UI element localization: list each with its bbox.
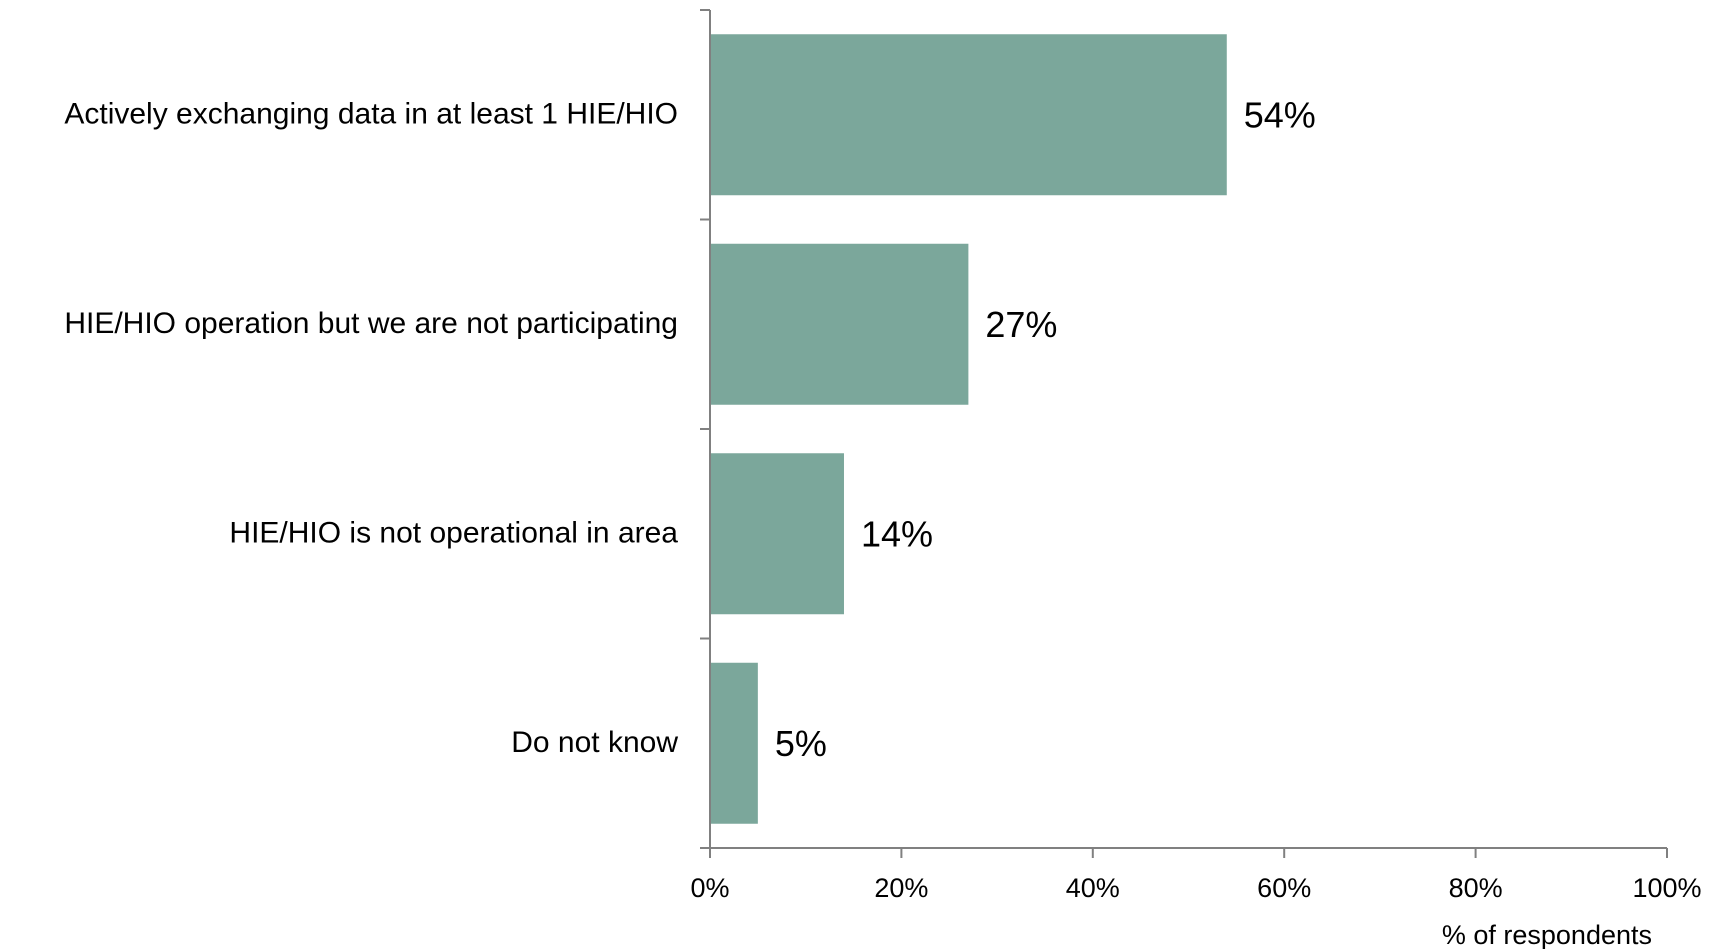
category-label-2: HIE/HIO operation but we are not partici… [64, 307, 678, 340]
x-tick-label-1: 20% [874, 873, 928, 903]
axes [700, 9, 1668, 858]
bars-group [711, 34, 1227, 824]
value-labels: 54% 27% 14% 5% [775, 94, 1316, 764]
x-tick-label-5: 100% [1632, 873, 1701, 903]
x-tick-label-4: 80% [1449, 873, 1503, 903]
value-label-1: 54% [1244, 94, 1316, 135]
value-label-4: 5% [775, 723, 827, 764]
value-label-3: 14% [861, 513, 933, 554]
x-axis-title: % of respondents [1442, 920, 1652, 949]
category-labels: Actively exchanging data in at least 1 H… [64, 98, 678, 760]
bar-4 [711, 662, 758, 824]
category-label-3: HIE/HIO is not operational in area [229, 517, 678, 550]
bar-1 [711, 34, 1227, 196]
x-tick-label-2: 40% [1066, 873, 1120, 903]
category-label-4: Do not know [511, 726, 678, 759]
x-tick-label-3: 60% [1257, 873, 1311, 903]
value-label-2: 27% [985, 304, 1057, 345]
x-tick-labels: 0% 20% 40% 60% 80% 100% [690, 873, 1701, 903]
x-tick-label-0: 0% [690, 873, 729, 903]
category-label-1: Actively exchanging data in at least 1 H… [64, 98, 678, 131]
bar-3 [711, 453, 844, 615]
bar-2 [711, 243, 969, 405]
